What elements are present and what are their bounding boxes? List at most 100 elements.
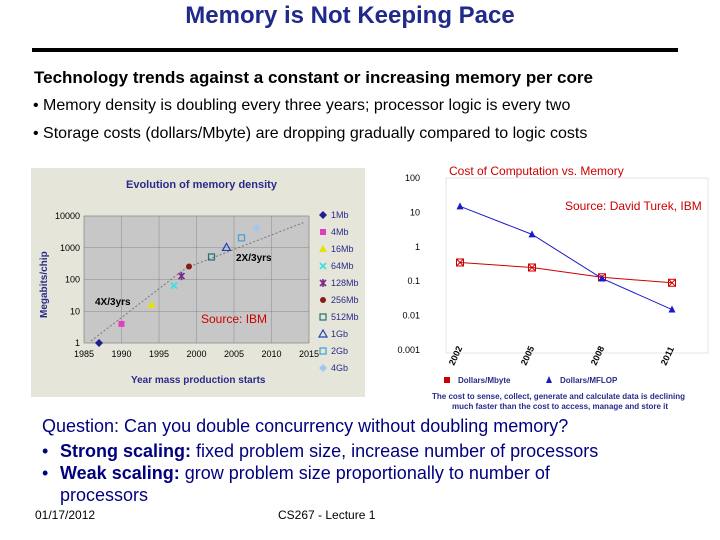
x-tick-label: 2000	[186, 349, 206, 359]
legend: Dollars/Mbyte Dollars/MFLOP	[444, 376, 618, 385]
legend-label-dollars-mflop: Dollars/MFLOP	[560, 376, 618, 385]
bullet-storage-costs: • Storage costs (dollars/Mbyte) are drop…	[33, 125, 588, 142]
legend-label-16mb: 16Mb	[331, 244, 354, 254]
point-dollars-mbyte	[668, 278, 676, 287]
data-point-2gb	[237, 234, 246, 242]
memory-density-chart: Evolution of memory density 1 10 100 1000 10…	[31, 168, 365, 397]
y-tick-labels: 1 10 100 1000 10000	[55, 211, 80, 348]
data-point-512mb	[207, 253, 216, 261]
y-tick-label: 10000	[55, 211, 80, 221]
legend-marker-512mb	[319, 313, 327, 321]
x-tick-label: 2010	[261, 349, 281, 359]
legend-label-256mb: 256Mb	[331, 295, 359, 305]
y-tick-label: 1	[75, 338, 80, 348]
x-tick-labels: 1985 1990 1995 2000 2005 2010 2015	[74, 349, 319, 359]
chart-title: Cost of Computation vs. Memory	[449, 164, 624, 178]
question-line: Question: Can you double concurrency wit…	[42, 416, 569, 436]
annotation-2x-3yrs: 2X/3yrs	[236, 253, 272, 264]
series-line-dollars-mbyte	[459, 261, 673, 284]
memory-density-svg: Evolution of memory density 1 10 100 1000 10…	[39, 179, 359, 386]
y-tick-label: 1000	[60, 243, 80, 253]
x-tick-label: 1990	[111, 349, 131, 359]
legend-marker-16mb	[319, 245, 327, 252]
x-tick-label: 1985	[74, 349, 94, 359]
legend-marker-128mb	[319, 279, 327, 287]
weak-scaling-continued: processors	[60, 485, 149, 505]
legend-label-4mb: 4Mb	[331, 227, 349, 237]
data-points	[95, 224, 261, 347]
caption-line-1: The cost to sense, collect, generate and…	[432, 392, 685, 401]
y-tick-label: 1	[415, 242, 420, 252]
caption-line-2: much faster than the cost to access, man…	[452, 402, 668, 411]
gridlines	[83, 215, 310, 344]
legend-marker-4gb	[319, 364, 327, 372]
strong-scaling-line: • Strong scaling: fixed problem size, inc…	[42, 441, 598, 462]
y-tick-label: 0.01	[402, 311, 420, 321]
point-dollars-mbyte	[528, 263, 536, 272]
bullet-dot: •	[42, 441, 49, 461]
legend-marker-1gb	[317, 328, 329, 338]
data-point-1mb	[95, 339, 103, 347]
bullet-memory-density: • Memory density is doubling every three…	[33, 97, 571, 114]
legend-label-1mb: 1Mb	[331, 210, 349, 220]
legend-label-1gb: 1Gb	[331, 329, 348, 339]
legend-marker-2gb	[319, 347, 327, 355]
slide-subtitle: Technology trends against a constant or …	[34, 68, 593, 87]
slide-title: Memory is Not Keeping Pace	[185, 2, 515, 29]
point-dollars-mflop	[456, 202, 464, 210]
y-tick-label: 100	[65, 275, 80, 285]
series-line-dollars-mflop	[459, 205, 673, 310]
source-ibm: Source: IBM	[201, 312, 267, 326]
bullet-dot: •	[42, 463, 49, 483]
legend-marker-64mb	[319, 262, 327, 270]
weak-scaling-line: • Weak scaling: grow problem size proport…	[42, 463, 550, 484]
legend-marker-dollars-mflop	[546, 376, 552, 383]
legend-label-64mb: 64Mb	[331, 261, 354, 271]
point-dollars-mbyte-x	[456, 259, 464, 266]
y-tick-labels: 100 10 1 0.1 0.01 0.001	[397, 173, 420, 355]
x-tick-label: 2015	[299, 349, 319, 359]
data-point-64mb	[170, 282, 178, 290]
legend-label-dollars-mbyte: Dollars/Mbyte	[458, 376, 511, 385]
x-tick-label: 1995	[149, 349, 169, 359]
x-axis-label: Year mass production starts	[131, 375, 266, 386]
y-axis-label: Megabits/chip	[39, 251, 50, 318]
cost-chart: 100 10 1 0.1 0.01 0.001 2002 2005 2008 2011 Cost…	[380, 160, 710, 413]
series-lines	[456, 202, 676, 313]
trend-line-2x	[185, 221, 306, 269]
y-tick-label: 100	[405, 173, 420, 183]
chart-title: Evolution of memory density	[126, 179, 278, 191]
y-tick-label: 0.001	[397, 345, 420, 355]
data-point-16mb	[147, 300, 156, 308]
legend-label-4gb: 4Gb	[331, 363, 348, 373]
annotation-4x-3yrs: 4X/3yrs	[95, 297, 131, 308]
plot-area	[445, 177, 709, 354]
y-tick-label: 10	[410, 207, 420, 217]
weak-scaling-label: Weak scaling:	[60, 463, 180, 483]
point-dollars-mflop	[528, 230, 536, 238]
data-point-4gb	[252, 224, 261, 233]
title-rule	[32, 48, 678, 52]
point-dollars-mflop	[668, 305, 676, 313]
weak-scaling-text: grow problem size proportionally to numb…	[179, 463, 550, 483]
data-point-4mb	[118, 320, 125, 327]
point-dollars-mbyte	[456, 258, 464, 267]
legend-marker-4mb	[320, 229, 326, 235]
footer-lecture: CS267 - Lecture 1	[278, 508, 376, 522]
strong-scaling-label: Strong scaling:	[60, 441, 192, 461]
legend-marker-dollars-mbyte	[444, 377, 450, 383]
source-david-turek: Source: David Turek, IBM	[565, 199, 702, 213]
legend-label-2gb: 2Gb	[331, 346, 348, 356]
strong-scaling-text: fixed problem size, increase number of p…	[191, 441, 599, 461]
legend-label-128mb: 128Mb	[331, 278, 359, 288]
point-dollars-mbyte-x	[668, 279, 676, 287]
y-tick-label: 10	[70, 306, 80, 316]
legend: 1Mb 4Mb 16Mb 64Mb 128Mb 256Mb 512Mb 1Gb 2Gb 4Gb	[317, 210, 359, 373]
footer-date: 01/17/2012	[35, 508, 96, 522]
x-tick-label: 2005	[224, 349, 244, 359]
y-tick-label: 0.1	[407, 276, 420, 286]
legend-marker-256mb	[320, 297, 326, 303]
legend-marker-1mb	[319, 211, 327, 219]
data-point-1gb	[221, 242, 232, 252]
